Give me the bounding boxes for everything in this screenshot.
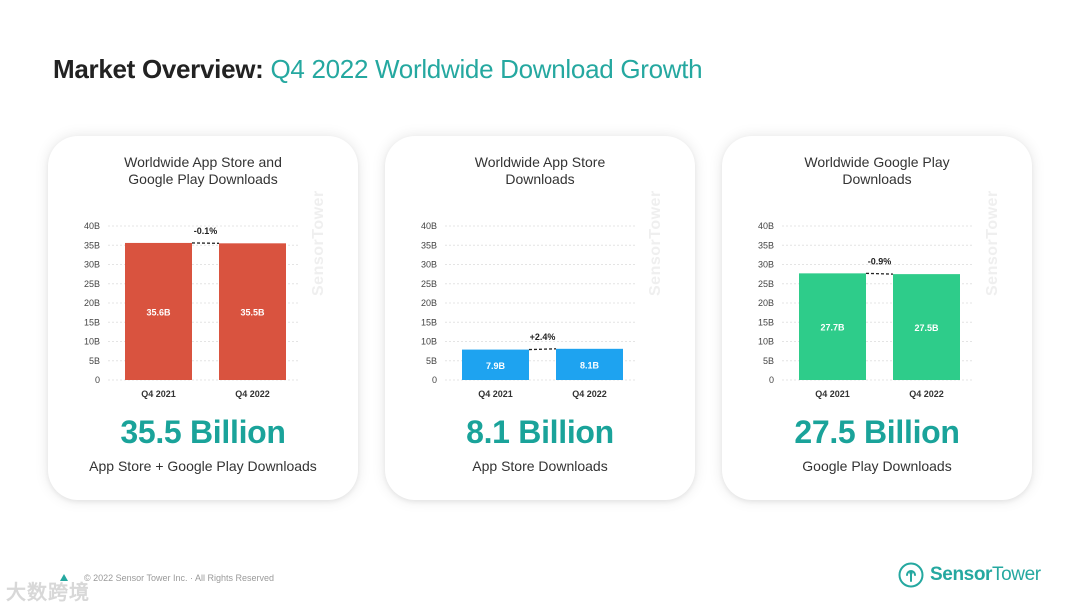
y-tick-label: 25B [421, 279, 437, 289]
y-tick-label: 20B [758, 298, 774, 308]
y-tick-label: 15B [758, 317, 774, 327]
bar-chart-app-store: 0 5B 10B 15B 20B 25B 30B 35B 40B 7.9B Q4 2021 8.1B Q… [421, 221, 635, 399]
x-tick-label: Q4 2022 [235, 389, 270, 399]
page-title: Market Overview: Q4 2022 Worldwide Downl… [53, 54, 703, 85]
footer-copyright: © 2022 Sensor Tower Inc. · All Rights Re… [84, 573, 275, 583]
bar-value-label: 7.9B [486, 361, 506, 371]
y-tick-label: 10B [758, 337, 774, 347]
bar [125, 242, 192, 380]
card-title: Worldwide Google Play Downloads [722, 154, 1032, 188]
change-connector [865, 272, 894, 275]
headline-value: 27.5 Billion [794, 414, 960, 450]
y-tick-label: 5B [763, 356, 774, 366]
y-tick-label: 30B [421, 260, 437, 270]
card-title-line: Google Play Downloads [128, 171, 278, 187]
bar [556, 348, 623, 380]
y-tick-label: 10B [421, 337, 437, 347]
y-tick-label: 35B [421, 240, 437, 250]
x-tick-label: Q4 2021 [478, 389, 513, 399]
headline-value: 8.1 Billion [466, 414, 614, 450]
corner-watermark: 大数跨境 [6, 582, 90, 604]
bar [893, 274, 960, 380]
card-title-line: Worldwide App Store and [124, 154, 282, 170]
bar [219, 243, 286, 380]
y-tick-label: 40B [758, 221, 774, 231]
card-title-line: Downloads [842, 171, 912, 187]
sensor-tower-logo-text: SensorTower [930, 564, 1041, 586]
headline-subtitle: App Store Downloads [472, 458, 608, 474]
y-tick-label: 0 [769, 375, 774, 385]
sensor-tower-logo: SensorTower [898, 562, 1041, 588]
card-title-line: Worldwide App Store [474, 154, 606, 170]
y-tick-label: 0 [432, 375, 437, 385]
card-google-play-downloads: Worldwide Google Play Downloads SensorTo… [722, 136, 1032, 500]
y-tick-label: 25B [758, 279, 774, 289]
x-tick-label: Q4 2021 [815, 389, 850, 399]
page-title-bold: Market Overview: [53, 54, 264, 84]
x-tick-label: Q4 2022 [909, 389, 944, 399]
headline-subtitle: Google Play Downloads [802, 458, 952, 474]
change-label: +2.4% [530, 332, 556, 342]
bar-value-label: 27.5B [914, 323, 939, 333]
x-tick-label: Q4 2022 [572, 389, 607, 399]
y-tick-label: 15B [84, 317, 100, 327]
y-tick-label: 20B [84, 298, 100, 308]
bar-chart-google-play: 0 5B 10B 15B 20B 25B 30B 35B 40B 27.7B Q4 2021 27.5… [758, 221, 972, 399]
y-tick-label: 15B [421, 317, 437, 327]
headline-subtitle: App Store + Google Play Downloads [89, 458, 317, 474]
card-combined-downloads: Worldwide App Store and Google Play Down… [48, 136, 358, 500]
card-title-line: Worldwide Google Play [804, 154, 950, 170]
card-title-line: Downloads [505, 171, 575, 187]
page-title-light: Q4 2022 Worldwide Download Growth [270, 54, 703, 84]
y-tick-label: 30B [758, 260, 774, 270]
logo-text-bold: Sensor [930, 564, 993, 585]
y-tick-label: 40B [421, 221, 437, 231]
y-tick-label: 30B [84, 260, 100, 270]
change-label: -0.1% [194, 226, 218, 236]
y-tick-label: 5B [89, 356, 100, 366]
bar-value-label: 35.5B [240, 308, 265, 318]
headline-value: 35.5 Billion [120, 414, 286, 450]
change-label: -0.9% [868, 256, 892, 266]
y-tick-label: 35B [84, 240, 100, 250]
sensor-tower-logo-icon [898, 562, 924, 588]
y-tick-label: 25B [84, 279, 100, 289]
y-tick-label: 0 [95, 375, 100, 385]
bar [799, 273, 866, 380]
footer-logo-icon [60, 574, 68, 581]
y-tick-label: 20B [421, 298, 437, 308]
bar-value-label: 27.7B [820, 323, 845, 333]
bar [462, 349, 529, 380]
bar-chart-combined: 0 5B 10B 15B 20B 25B 30B 35B 40B 35.6B Q4 2021 35.5… [84, 221, 298, 399]
logo-text-light: Tower [992, 564, 1041, 585]
card-title: Worldwide App Store Downloads [385, 154, 695, 188]
change-connector [528, 348, 557, 351]
y-tick-label: 35B [758, 240, 774, 250]
bar-value-label: 8.1B [580, 360, 600, 370]
card-app-store-downloads: Worldwide App Store Downloads SensorTowe… [385, 136, 695, 500]
y-tick-label: 10B [84, 337, 100, 347]
y-tick-label: 5B [426, 356, 437, 366]
x-tick-label: Q4 2021 [141, 389, 176, 399]
y-tick-label: 40B [84, 221, 100, 231]
card-title: Worldwide App Store and Google Play Down… [48, 154, 358, 188]
bar-value-label: 35.6B [146, 307, 171, 317]
